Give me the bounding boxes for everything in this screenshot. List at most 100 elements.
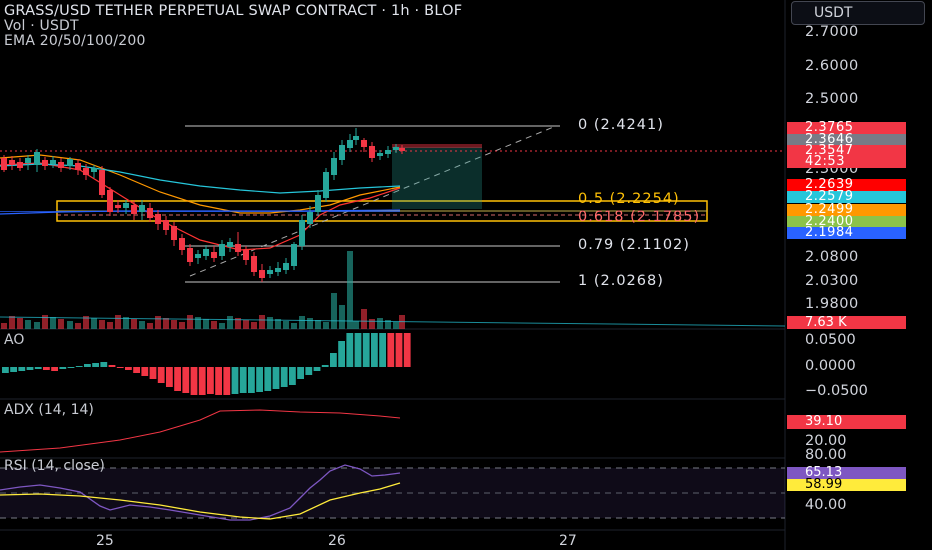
volume-bar <box>243 320 249 329</box>
volume-bar <box>211 321 217 329</box>
fib-level-label: 0.618 (2.1785) <box>578 209 701 225</box>
volume-bar <box>219 323 225 329</box>
volume-bar <box>107 322 113 329</box>
ao-bar <box>75 366 83 367</box>
candle-body <box>107 190 113 212</box>
ao-bar <box>403 333 411 367</box>
volume-bar <box>323 322 329 329</box>
rsi-band <box>0 468 785 518</box>
candle-body <box>147 208 153 218</box>
candle-body <box>42 160 48 166</box>
volume-bar <box>267 317 273 329</box>
candle-body <box>243 250 249 260</box>
price-badge: 2.2400 <box>787 215 906 228</box>
candle-body <box>251 256 257 272</box>
price-badge: 42:53 <box>787 155 906 168</box>
candle-body <box>211 252 217 258</box>
ao-bar <box>280 367 288 387</box>
volume-bar <box>393 322 399 329</box>
ao-bar <box>379 333 386 367</box>
ema-50 <box>0 154 401 214</box>
ema-100 <box>0 163 401 194</box>
candle-body <box>203 249 209 256</box>
price-axis-label: 1.9800 <box>805 296 859 312</box>
volume-bar <box>307 318 313 329</box>
candle-body <box>50 160 56 164</box>
ao-bar <box>18 367 26 371</box>
ao-bar <box>362 333 370 367</box>
ao-bar <box>338 341 345 367</box>
position-profit-zone <box>392 147 482 209</box>
fib-level-label: 0 (2.4241) <box>578 117 664 133</box>
ao-axis-label: 0.0500 <box>805 332 856 348</box>
price-badge: 2.1984 <box>787 226 906 239</box>
volume-bar <box>115 315 121 329</box>
candle-body <box>179 238 185 250</box>
ao-bar <box>272 367 280 389</box>
ao-bar <box>305 367 313 375</box>
candle-body <box>163 220 169 230</box>
volume-ma <box>0 316 786 327</box>
ao-bar <box>166 367 173 387</box>
ao-bar <box>395 333 403 367</box>
ao-bar <box>297 367 304 379</box>
volume-bar <box>195 317 201 329</box>
candle-body <box>259 270 265 278</box>
price-badge: 2.2579 <box>787 190 906 203</box>
ao-bar <box>264 367 272 391</box>
volume-bar <box>42 315 48 329</box>
candle-body <box>9 160 15 165</box>
volume-bar <box>235 318 241 329</box>
volume-bar <box>139 321 145 329</box>
volume-bar <box>361 309 367 329</box>
ao-bar <box>313 367 321 371</box>
ao-bar <box>330 353 337 367</box>
price-badge: 2.3646 <box>787 133 906 146</box>
ao-bar <box>289 367 296 385</box>
ao-bar <box>321 365 329 367</box>
volume-label: Vol · USDT <box>4 18 79 34</box>
ao-axis-label: −0.0500 <box>805 383 868 399</box>
candle-body <box>91 168 97 172</box>
ao-bar <box>133 367 140 373</box>
candle-body <box>155 214 161 224</box>
candle-body <box>171 226 177 240</box>
volume-bar <box>58 319 64 329</box>
ao-bar <box>371 333 378 367</box>
volume-bar <box>17 318 23 329</box>
volume-bar <box>291 323 297 329</box>
volume-bar <box>385 320 391 329</box>
ao-bar <box>256 367 263 392</box>
price-badge: 2.3765 <box>787 121 906 134</box>
candle-body <box>219 244 225 256</box>
ao-bar <box>92 363 99 367</box>
ao-bar <box>51 367 58 371</box>
candle-body <box>275 268 281 272</box>
volume-badge: 7.63 K <box>787 316 906 329</box>
volume-bar <box>187 315 193 329</box>
currency-button[interactable]: USDT <box>791 1 925 25</box>
candle-body <box>131 205 137 214</box>
ao-bar <box>116 367 124 368</box>
candlestick-series[interactable] <box>1 128 405 282</box>
candle-body <box>123 203 129 208</box>
price-badge: 2.3547 <box>787 144 906 157</box>
candle-body <box>75 163 81 170</box>
price-axis-label: 2.6000 <box>805 58 859 74</box>
ao-bar <box>141 367 149 376</box>
volume-bar <box>179 322 185 329</box>
ao-bar <box>34 367 42 369</box>
rsi-badge: 58.99 <box>787 478 906 491</box>
candle-body <box>331 158 337 175</box>
volume-series <box>1 251 405 329</box>
rsi-line <box>0 464 401 521</box>
candle-body <box>393 147 399 150</box>
time-axis-label: 25 <box>96 533 114 549</box>
volume-bar <box>25 320 31 329</box>
volume-bar <box>369 319 375 329</box>
candle-body <box>399 148 405 151</box>
ao-label: AO <box>4 332 25 348</box>
volume-bar <box>283 321 289 329</box>
price-axis-label: 2.0300 <box>805 273 859 289</box>
